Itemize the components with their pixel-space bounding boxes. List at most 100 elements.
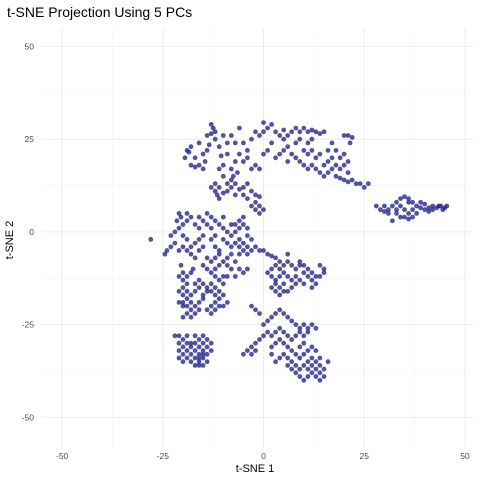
data-point [208,185,214,190]
data-point [204,255,210,261]
data-point [216,166,222,172]
data-point [200,333,206,339]
data-point [398,196,403,202]
data-point [309,277,315,283]
data-point [176,274,182,279]
data-point [196,277,202,283]
data-point [204,285,210,290]
data-point [184,340,190,346]
data-point [188,270,194,276]
x-axis-ticks: -50 -25 0 25 50 [56,451,470,461]
data-point [212,307,218,313]
data-point [228,222,234,227]
data-point [293,266,299,272]
data-point [224,151,230,157]
data-point [269,274,274,279]
data-point [269,344,274,350]
data-point [285,288,291,294]
data-point [402,214,407,220]
data-point [172,240,178,246]
data-point [208,259,214,264]
data-point [257,194,262,200]
data-point [212,136,218,142]
data-point [180,303,186,309]
data-point [289,262,295,268]
data-point [277,292,283,298]
data-point [237,266,242,272]
data-point [241,270,246,276]
data-point [301,340,307,346]
data-point [253,199,258,205]
data-point [418,199,423,205]
data-point [178,214,184,220]
data-point [210,125,216,131]
data-point [265,125,270,131]
data-point [281,288,287,294]
data-point [188,292,194,298]
data-point [269,314,274,320]
data-point [289,337,295,342]
data-point [313,374,319,379]
data-point [241,185,246,190]
data-point [301,125,307,131]
data-point [289,318,295,324]
data-point [162,251,168,257]
data-point [394,199,399,205]
data-point [414,211,419,216]
data-point [245,266,250,272]
data-point [172,333,178,339]
data-point [305,348,311,353]
data-point [301,148,307,153]
data-point [313,155,319,161]
data-point [176,340,182,346]
data-point [265,329,270,335]
data-point [289,151,295,157]
data-point [188,144,194,150]
data-point [337,166,343,172]
data-point [216,262,222,268]
data-point [345,159,351,164]
data-point [273,340,278,346]
data-point [249,237,254,242]
data-point [224,300,230,305]
data-point [373,203,379,209]
data-point [220,190,226,196]
data-point [200,281,206,287]
data-point [273,262,278,268]
data-point [176,333,182,339]
data-point [313,348,319,353]
data-point [204,266,210,272]
data-point [301,262,307,268]
data-point [237,225,242,231]
data-point [196,307,202,313]
data-point [406,216,411,222]
data-point [220,173,226,179]
data-point [184,348,190,353]
data-point [228,166,234,172]
data-point [196,359,202,365]
data-point [196,140,202,146]
data-point [184,248,190,253]
data-point [305,266,311,272]
data-point [216,303,222,309]
data-point [317,262,323,268]
data-point [224,181,230,187]
data-point [200,351,206,357]
data-point [200,151,206,157]
data-point [196,214,202,220]
data-points [148,120,450,383]
data-point [297,344,303,350]
data-point [347,140,353,146]
data-point [212,129,218,135]
data-point [269,333,274,339]
data-point [309,148,315,153]
data-point [261,129,266,135]
data-point [309,127,315,133]
data-point [285,274,291,279]
data-point [200,348,206,353]
data-point [341,162,347,168]
data-point [325,170,331,176]
data-point [341,133,347,138]
data-point [281,136,287,142]
data-point [341,151,347,157]
